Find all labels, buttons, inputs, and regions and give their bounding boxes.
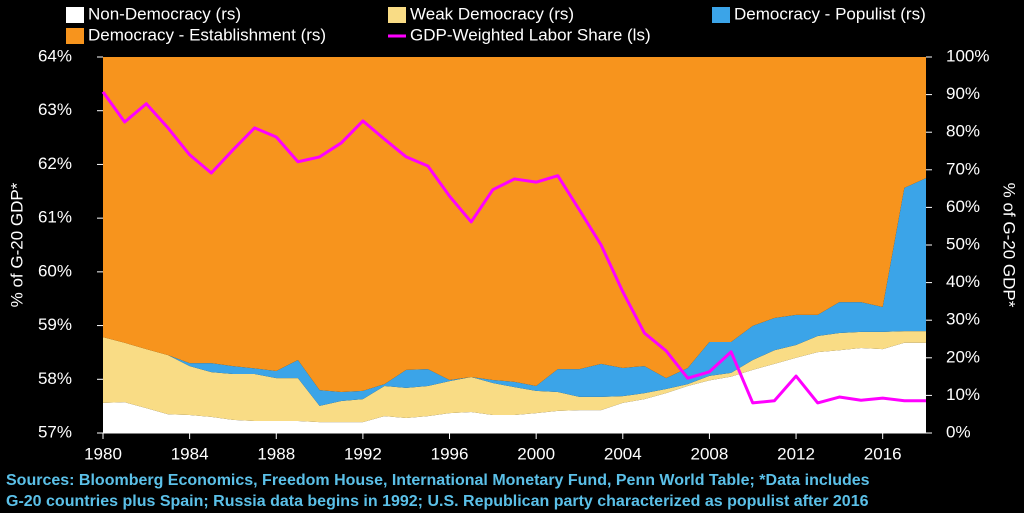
note: Sources: Bloomberg Economics, Freedom Ho… bbox=[6, 472, 870, 489]
legend-swatch bbox=[388, 7, 406, 23]
y2-tick-label: 80% bbox=[946, 122, 980, 141]
y-tick-label: 57% bbox=[38, 422, 72, 441]
area bbox=[103, 342, 926, 433]
area bbox=[103, 57, 926, 393]
y-tick-label: 63% bbox=[38, 100, 72, 119]
y2-tick-label: 90% bbox=[946, 84, 980, 103]
y2-tick-label: 20% bbox=[946, 347, 980, 366]
legend-label: Democracy - Populist (rs) bbox=[734, 4, 926, 23]
line bbox=[101, 91, 926, 405]
x-tick-label: 1992 bbox=[344, 444, 382, 463]
x-tick-label: 1984 bbox=[171, 444, 209, 463]
y2-tick-label: 0% bbox=[946, 422, 971, 441]
y-tick-label: 62% bbox=[38, 154, 72, 173]
x-tick-label: 2000 bbox=[517, 444, 555, 463]
y-axis-label: % of G-20 GDP* bbox=[7, 182, 26, 307]
y-tick-label: 58% bbox=[38, 369, 72, 388]
y-tick-label: 60% bbox=[38, 261, 72, 280]
y2-tick-label: 60% bbox=[946, 197, 980, 216]
area bbox=[103, 331, 926, 423]
legend-label: GDP-Weighted Labor Share (ls) bbox=[410, 25, 651, 44]
legend-swatch bbox=[66, 7, 84, 23]
y2-tick-label: 10% bbox=[946, 385, 980, 404]
legend-swatch bbox=[712, 7, 730, 23]
y2-tick-label: 50% bbox=[946, 234, 980, 253]
y2-tick-label: 40% bbox=[946, 272, 980, 291]
y-tick-label: 64% bbox=[38, 46, 72, 65]
area bbox=[103, 178, 926, 406]
y2-tick-label: 100% bbox=[946, 46, 989, 65]
y2-tick-label: 70% bbox=[946, 159, 980, 178]
y-tick-label: 61% bbox=[38, 208, 72, 227]
x-tick-label: 2008 bbox=[691, 444, 729, 463]
x-tick-label: 1996 bbox=[431, 444, 469, 463]
y2-tick-label: 30% bbox=[946, 310, 980, 329]
note: G-20 countries plus Spain; Russia data b… bbox=[6, 493, 869, 510]
x-tick-label: 1988 bbox=[257, 444, 295, 463]
x-tick-label: 2016 bbox=[864, 444, 902, 463]
y-tick-label: 59% bbox=[38, 315, 72, 334]
legend-swatch bbox=[66, 28, 84, 44]
y2-axis-label: % of G-20 GDP* bbox=[1000, 183, 1019, 308]
legend-label: Non-Democracy (rs) bbox=[88, 4, 241, 23]
x-tick-label: 1980 bbox=[84, 444, 122, 463]
x-tick-label: 2004 bbox=[604, 444, 642, 463]
legend-label: Democracy - Establishment (rs) bbox=[88, 25, 326, 44]
x-tick-label: 2012 bbox=[777, 444, 815, 463]
legend-label: Weak Democracy (rs) bbox=[410, 4, 574, 23]
